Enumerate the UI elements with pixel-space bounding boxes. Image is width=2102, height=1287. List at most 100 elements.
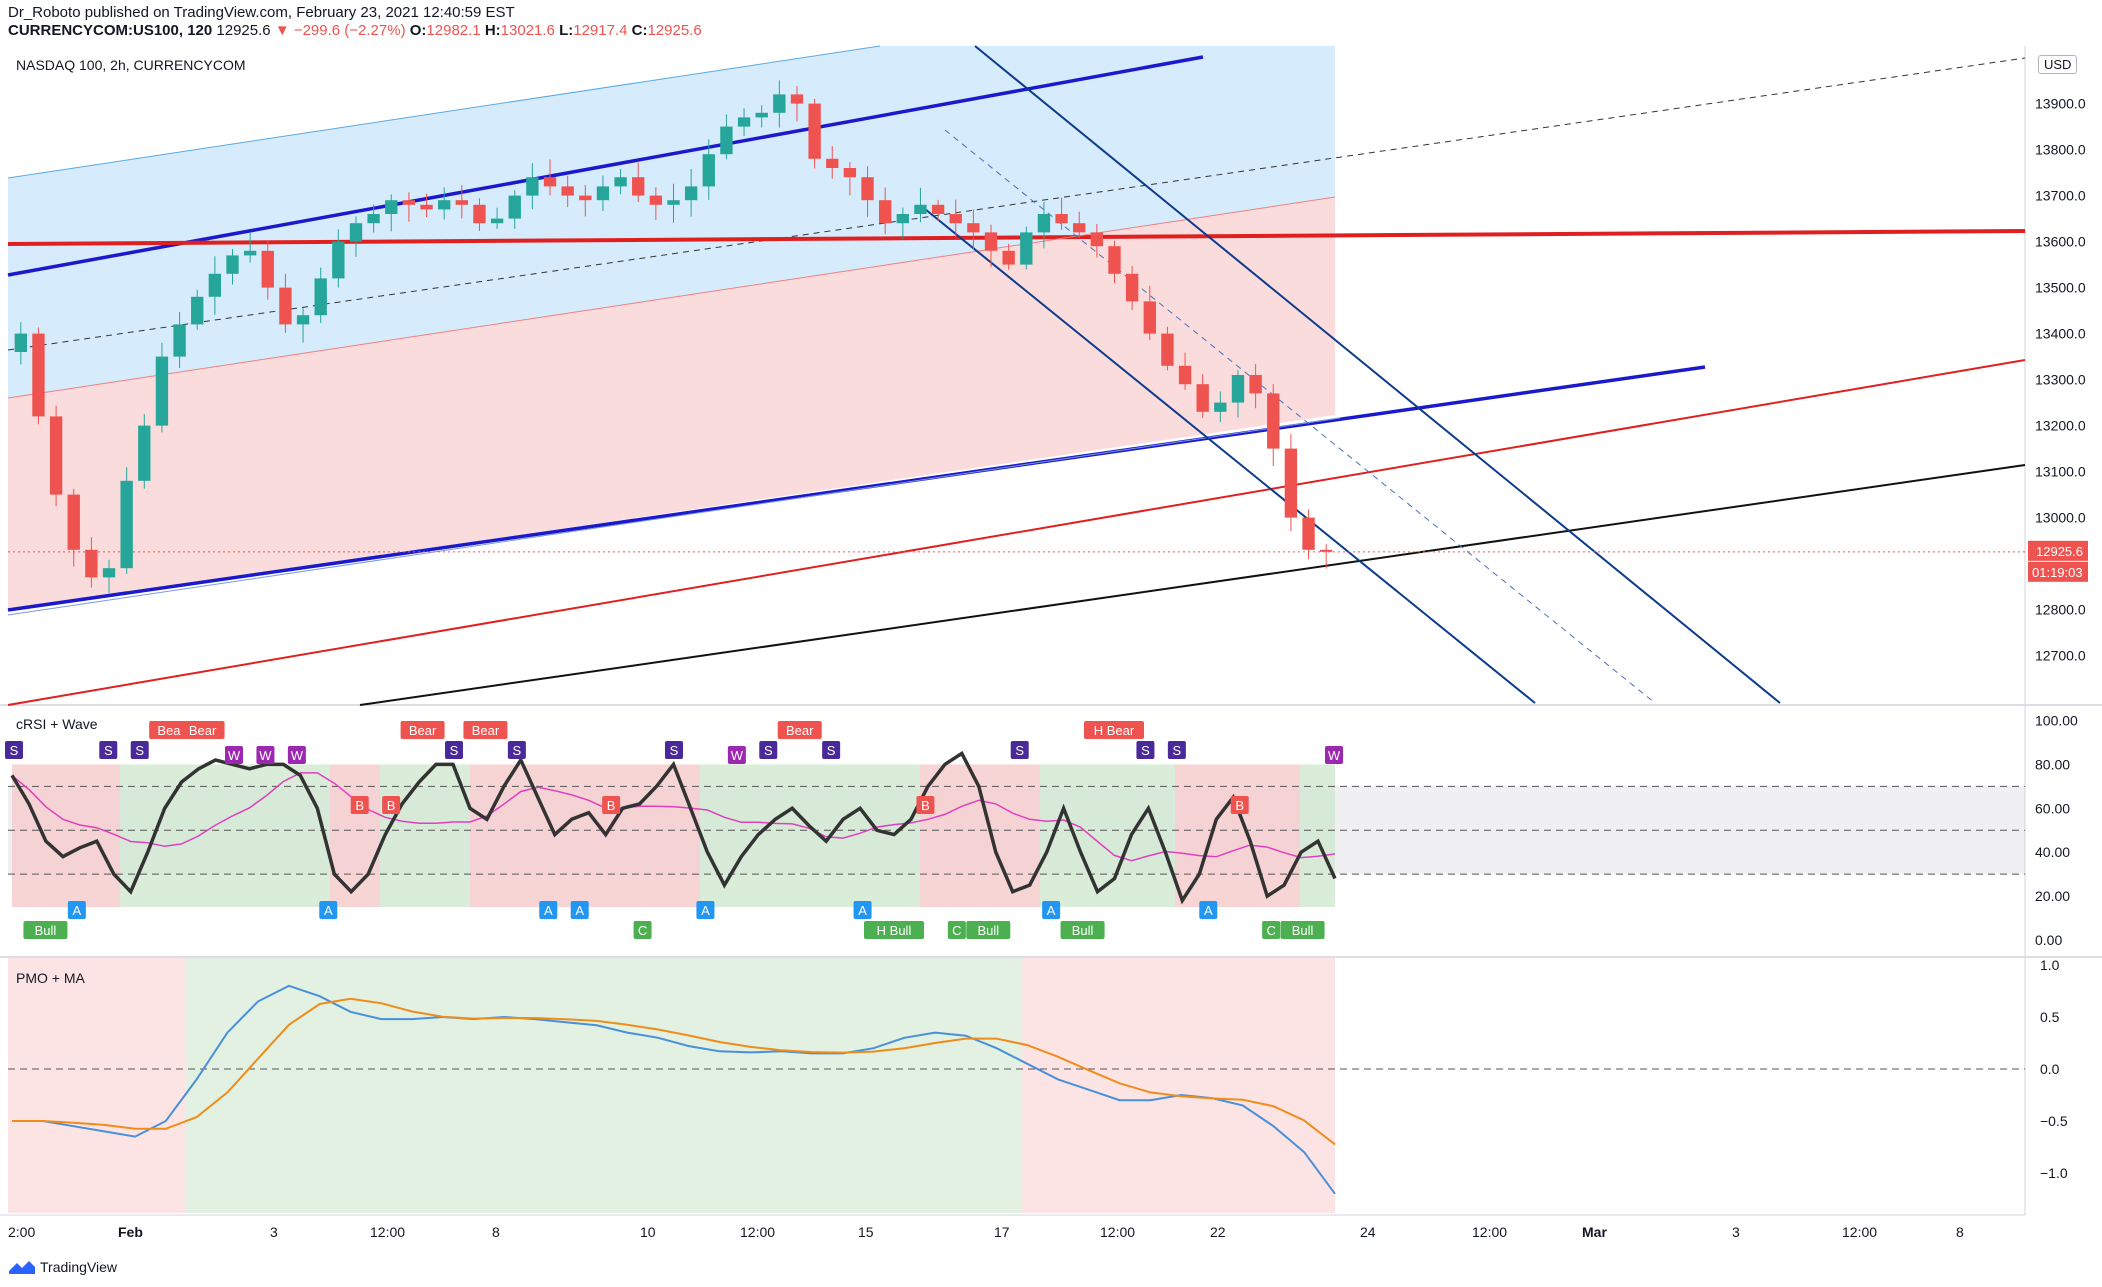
candle-body[interactable]: [579, 195, 592, 201]
candle-body[interactable]: [226, 255, 239, 274]
candle-body[interactable]: [1108, 246, 1121, 274]
navy-channel-lower[interactable]: [919, 204, 1536, 704]
candle-body[interactable]: [138, 425, 151, 481]
candle-body[interactable]: [1020, 232, 1033, 265]
candle-body[interactable]: [1284, 448, 1298, 518]
candle-body[interactable]: [984, 232, 998, 251]
candle-body[interactable]: [1196, 384, 1209, 412]
candle-body[interactable]: [490, 218, 504, 224]
candle-body[interactable]: [596, 186, 610, 201]
candle-body[interactable]: [1161, 333, 1174, 366]
crsi-marker-label: S: [1173, 743, 1182, 758]
candle-body[interactable]: [843, 168, 857, 178]
candle-body[interactable]: [402, 200, 416, 205]
candle-body[interactable]: [1214, 402, 1227, 412]
crsi-marker-label: A: [575, 903, 584, 918]
candle-body[interactable]: [967, 223, 980, 233]
median-dashed-line[interactable]: [7, 57, 2026, 351]
candle-body[interactable]: [314, 278, 327, 316]
crsi-marker-a: [319, 901, 338, 919]
candle-body[interactable]: [755, 112, 768, 118]
candle-body[interactable]: [632, 177, 645, 196]
currency-button[interactable]: USD: [2038, 55, 2078, 74]
candle-body[interactable]: [191, 296, 204, 325]
candle-body[interactable]: [773, 94, 786, 113]
candle-body[interactable]: [385, 200, 398, 214]
candle-body[interactable]: [684, 186, 698, 201]
candle-body[interactable]: [826, 158, 839, 168]
candle-body[interactable]: [508, 195, 521, 219]
candle-body[interactable]: [931, 204, 945, 214]
candle-body[interactable]: [1055, 214, 1068, 224]
candle-body[interactable]: [702, 154, 715, 187]
candle-body[interactable]: [861, 177, 874, 201]
candle-body[interactable]: [208, 273, 222, 297]
red-parallel-line[interactable]: [7, 359, 2026, 706]
candle-body[interactable]: [720, 126, 733, 155]
candle-body[interactable]: [102, 568, 116, 578]
candle-body[interactable]: [790, 94, 804, 104]
candle-body[interactable]: [473, 204, 486, 224]
candle-body[interactable]: [120, 480, 133, 569]
candle-body[interactable]: [1143, 301, 1156, 334]
candle-body[interactable]: [1125, 273, 1139, 302]
candle-body[interactable]: [85, 549, 98, 578]
candle-body[interactable]: [1073, 223, 1086, 233]
upper-parallel-line[interactable]: [7, 45, 881, 179]
time-tick-label: 8: [492, 1224, 500, 1240]
candle-body[interactable]: [1320, 549, 1333, 552]
candle-body[interactable]: [737, 117, 751, 127]
crsi-marker-a: [67, 901, 86, 919]
candle-body[interactable]: [614, 177, 627, 187]
candle-body[interactable]: [1249, 375, 1262, 394]
candle-body[interactable]: [1231, 375, 1245, 403]
candle-body[interactable]: [296, 315, 310, 325]
upper-zone-shade: [8, 46, 1335, 398]
candle-body[interactable]: [561, 186, 574, 196]
candle-body[interactable]: [367, 214, 380, 224]
candle-body[interactable]: [14, 333, 27, 352]
candle-body[interactable]: [332, 241, 345, 279]
candle-body[interactable]: [914, 204, 927, 214]
candle-body[interactable]: [438, 200, 451, 210]
candle-body[interactable]: [1090, 232, 1104, 247]
black-support-line[interactable]: [359, 464, 2026, 706]
footer-brand[interactable]: TradingView: [8, 1259, 117, 1275]
candle-body[interactable]: [279, 287, 292, 325]
lower-pitchfork-line[interactable]: [7, 365, 1706, 612]
candle-body[interactable]: [1002, 250, 1015, 265]
candle-body[interactable]: [173, 324, 186, 357]
candle-body[interactable]: [649, 195, 663, 205]
candle-body[interactable]: [455, 200, 468, 205]
candle-body[interactable]: [879, 200, 892, 224]
crsi-marker-label: S: [1015, 743, 1024, 758]
candle-body[interactable]: [808, 103, 821, 159]
crsi-marker-label: S: [10, 743, 19, 758]
candle-body[interactable]: [667, 200, 680, 205]
candle-body[interactable]: [1302, 517, 1315, 550]
candle-body[interactable]: [349, 223, 363, 242]
red-upper-zone-line[interactable]: [7, 196, 1336, 399]
symbol-ohlc-line: CURRENCYCOM:US100, 120 12925.6 ▼ −299.6 …: [8, 22, 702, 39]
navy-dashed-projection[interactable]: [944, 129, 1656, 704]
candle-body[interactable]: [1178, 365, 1192, 385]
navy-channel-upper[interactable]: [974, 45, 1781, 704]
candle-body[interactable]: [32, 333, 45, 417]
candle-body[interactable]: [949, 214, 962, 224]
upper-pitchfork-line[interactable]: [7, 55, 1204, 277]
tradingview-logo-icon: [9, 1261, 35, 1274]
candle-body[interactable]: [1267, 393, 1280, 449]
candle-body[interactable]: [243, 250, 257, 256]
candle-body[interactable]: [155, 356, 169, 426]
candle-body[interactable]: [526, 177, 539, 196]
candle-body[interactable]: [49, 416, 63, 495]
candle-body[interactable]: [67, 494, 80, 550]
candle-body[interactable]: [420, 204, 433, 210]
candle-body[interactable]: [1037, 214, 1051, 233]
candle-body[interactable]: [261, 250, 274, 288]
time-tick-label: 3: [1732, 1224, 1740, 1240]
candle-body[interactable]: [543, 177, 557, 187]
candle-body[interactable]: [896, 214, 909, 224]
lower-blue-thin-line[interactable]: [7, 417, 1341, 616]
